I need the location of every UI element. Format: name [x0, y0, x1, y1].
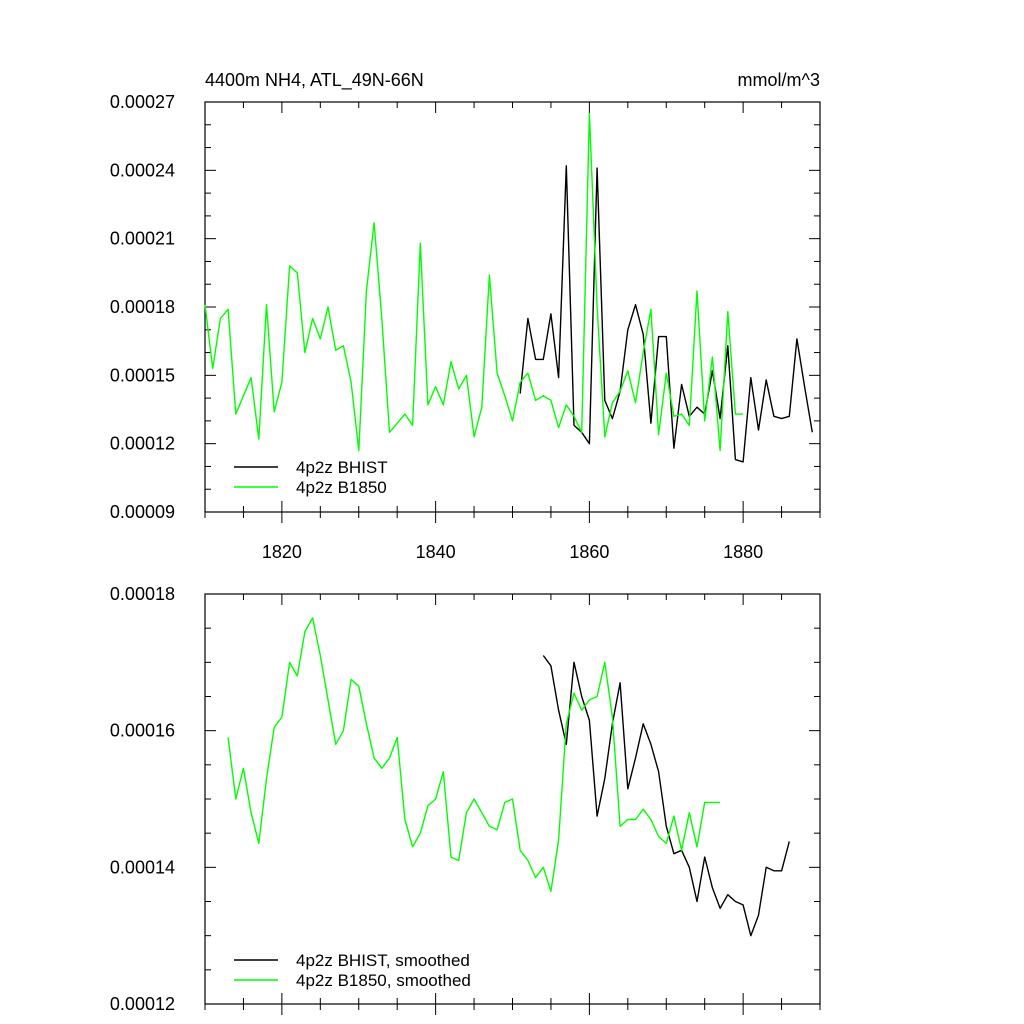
- x-tick-label: 1880: [723, 542, 763, 562]
- top-panel: 0.00009 0.00012 0.00015 0.00018 0.00021 0.000…: [110, 70, 821, 562]
- series-line-1: [204, 112, 744, 452]
- x-tick-label: 1820: [262, 542, 302, 562]
- legend-label-1: 4p2z B1850, smoothed: [296, 971, 471, 990]
- y-tick-label: 0.00012: [110, 434, 175, 454]
- y-tick-label: 0.00018: [110, 297, 175, 317]
- bottom-panel: 0.00012 0.00014 0.00016 0.00018 4p2z BHIST, …: [110, 584, 821, 1015]
- legend-label-1: 4p2z B1850: [296, 478, 387, 497]
- x-tick-label: 1860: [569, 542, 609, 562]
- y-tick-label: 0.00021: [110, 229, 175, 249]
- y-tick-label: 0.00027: [110, 92, 175, 112]
- y-tick-label: 0.00014: [110, 857, 175, 877]
- y-tick-label: 0.00018: [110, 584, 175, 604]
- y-tick-label: 0.00012: [110, 994, 175, 1014]
- y-tick-label: 0.00009: [110, 502, 175, 522]
- x-tick-label: 1840: [416, 542, 456, 562]
- chart-units: mmol/m^3: [738, 70, 820, 90]
- legend-label-0: 4p2z BHIST, smoothed: [296, 951, 470, 970]
- y-tick-label: 0.00024: [110, 160, 175, 180]
- series-line-0: [519, 165, 813, 463]
- series-line-0: [542, 655, 790, 937]
- chart-title: 4400m NH4, ATL_49N-66N: [205, 70, 424, 91]
- plot-frame: [204, 101, 821, 513]
- legend-label-0: 4p2z BHIST: [296, 458, 388, 477]
- series-line-1: [227, 617, 721, 892]
- y-tick-label: 0.00015: [110, 365, 175, 385]
- y-tick-label: 0.00016: [110, 721, 175, 741]
